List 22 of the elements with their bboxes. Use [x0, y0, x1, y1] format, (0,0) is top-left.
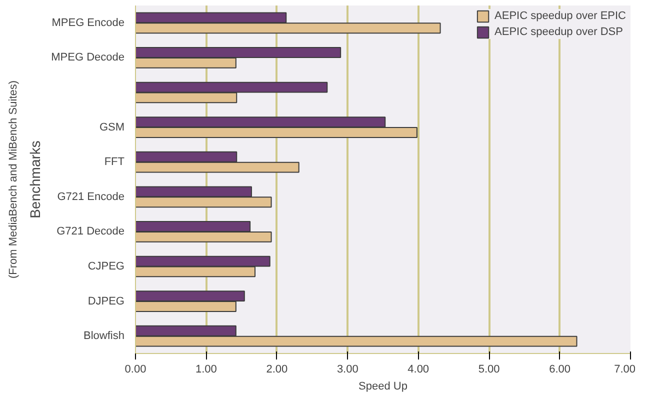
- x-tick-label: 1.00: [196, 364, 217, 376]
- y-tick-label: DJPEG: [88, 295, 125, 308]
- y-tick-label: G721 Decode: [56, 226, 125, 238]
- y-tick-label: CJPEG: [88, 260, 125, 272]
- x-tick-label: 0.00: [124, 364, 146, 376]
- y-tick-label: MPEG Encode: [52, 16, 125, 29]
- y-tick-label: Blowfish: [84, 330, 125, 342]
- x-tick-label: 6.00: [549, 364, 571, 376]
- x-axis-title: Speed Up: [358, 380, 408, 392]
- y-tick-label: G721 Encode: [57, 190, 125, 203]
- x-tick-label: 5.00: [478, 364, 500, 376]
- legend-label: AEPIC speedup over DSP: [494, 26, 623, 38]
- y-tick-label: GSM: [99, 121, 125, 134]
- legend-label: AEPIC speedup over EPIC: [494, 10, 626, 22]
- x-tick-label: 3.00: [336, 364, 358, 376]
- y-tick-label: MPEG Decode: [51, 52, 125, 64]
- y-tick-label: FFT: [104, 156, 125, 168]
- x-tick-label: 7.00: [614, 364, 636, 376]
- x-tick-label: 2.00: [266, 364, 288, 376]
- y-axis-title: Benchmarks: [27, 140, 44, 218]
- text: (From MediaBench and MiBench Suites): [8, 80, 20, 279]
- x-tick-label: 4.00: [408, 364, 430, 376]
